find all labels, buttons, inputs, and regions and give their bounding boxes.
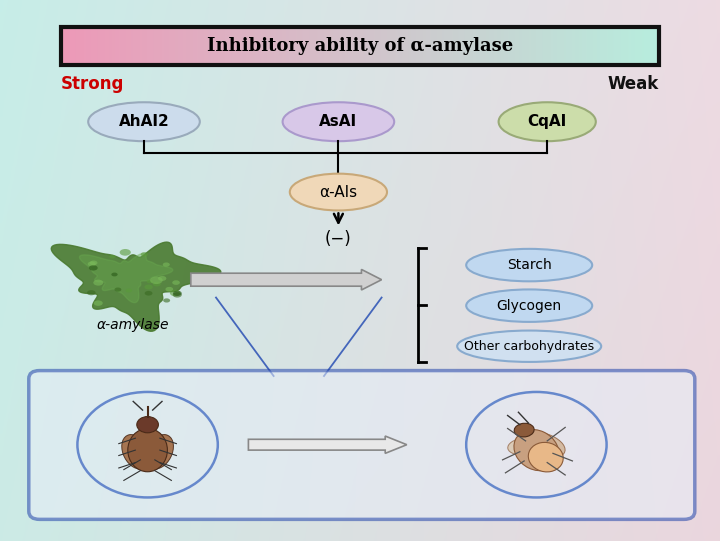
Ellipse shape: [114, 287, 122, 292]
Ellipse shape: [89, 102, 200, 141]
Ellipse shape: [87, 290, 96, 295]
Ellipse shape: [153, 282, 161, 287]
Ellipse shape: [163, 262, 170, 267]
Ellipse shape: [514, 430, 559, 471]
Text: (−): (−): [325, 230, 352, 248]
Polygon shape: [51, 242, 221, 331]
Ellipse shape: [150, 276, 163, 284]
Text: CqAI: CqAI: [528, 114, 567, 129]
FancyBboxPatch shape: [29, 371, 695, 519]
Ellipse shape: [163, 298, 170, 302]
Ellipse shape: [158, 276, 166, 281]
Ellipse shape: [128, 428, 167, 472]
Ellipse shape: [467, 289, 593, 322]
Text: Inhibitory ability of α-amylase: Inhibitory ability of α-amylase: [207, 37, 513, 55]
Ellipse shape: [514, 423, 534, 437]
Text: AhAI2: AhAI2: [119, 114, 169, 129]
Text: Glycogen: Glycogen: [497, 299, 562, 313]
Text: Other carbohydrates: Other carbohydrates: [464, 340, 594, 353]
Ellipse shape: [498, 102, 596, 141]
Ellipse shape: [173, 291, 182, 296]
Ellipse shape: [508, 438, 544, 455]
Text: Strong: Strong: [61, 75, 125, 93]
Ellipse shape: [94, 300, 103, 306]
Ellipse shape: [109, 255, 115, 259]
Ellipse shape: [120, 249, 131, 256]
Ellipse shape: [137, 417, 158, 433]
Ellipse shape: [140, 252, 148, 256]
FancyArrow shape: [191, 269, 382, 290]
Ellipse shape: [289, 174, 387, 210]
Text: α-amylase: α-amylase: [97, 318, 169, 332]
Ellipse shape: [522, 432, 565, 458]
Ellipse shape: [145, 291, 153, 295]
Polygon shape: [79, 254, 173, 302]
Ellipse shape: [89, 265, 98, 270]
Text: α-AIs: α-AIs: [320, 184, 357, 200]
Ellipse shape: [146, 434, 174, 469]
Ellipse shape: [282, 102, 395, 141]
Ellipse shape: [173, 292, 182, 298]
Ellipse shape: [145, 285, 153, 289]
Ellipse shape: [90, 261, 97, 265]
Text: AsAI: AsAI: [320, 114, 357, 129]
FancyArrow shape: [248, 436, 407, 453]
Ellipse shape: [112, 273, 117, 276]
Ellipse shape: [147, 280, 153, 283]
Ellipse shape: [467, 249, 593, 281]
Ellipse shape: [528, 443, 563, 472]
Ellipse shape: [457, 331, 601, 362]
Ellipse shape: [125, 288, 132, 293]
Text: Weak: Weak: [608, 75, 659, 93]
Ellipse shape: [172, 280, 180, 285]
Ellipse shape: [170, 290, 181, 296]
Ellipse shape: [166, 287, 174, 292]
Ellipse shape: [94, 280, 103, 286]
Text: Starch: Starch: [507, 258, 552, 272]
Ellipse shape: [122, 434, 149, 469]
Ellipse shape: [88, 261, 96, 266]
